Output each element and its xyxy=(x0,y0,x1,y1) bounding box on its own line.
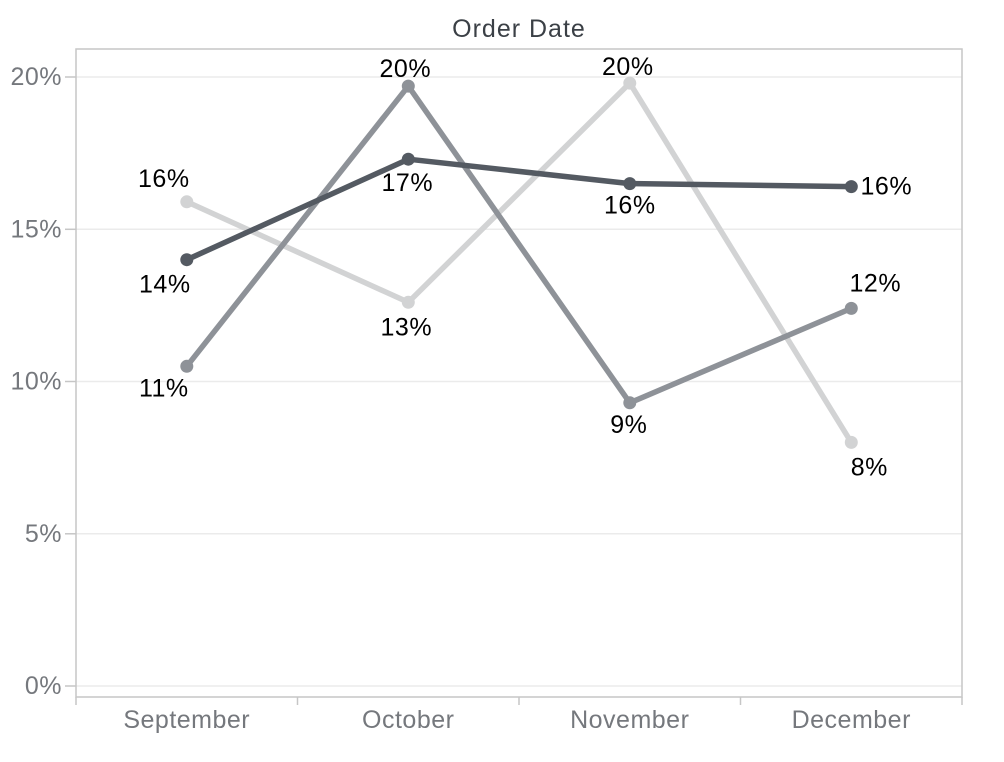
y-axis-tick-label: 20% xyxy=(10,63,62,91)
medium-gray-series-point-october[interactable] xyxy=(401,79,415,93)
dark-gray-series xyxy=(180,152,858,267)
light-gray-series-line[interactable] xyxy=(184,80,855,446)
dark-gray-series-line[interactable] xyxy=(184,156,855,263)
chart-title: Order Date xyxy=(452,15,586,43)
x-axis: September October November December xyxy=(123,706,911,734)
light-gray-series xyxy=(180,76,858,449)
light-gray-series-label-december: 8% xyxy=(851,453,888,481)
axis-ticks xyxy=(65,76,963,705)
medium-gray-series-point-december[interactable] xyxy=(844,301,858,315)
dark-gray-series-label-december: 16% xyxy=(861,173,913,201)
light-gray-series-label-september: 16% xyxy=(138,165,190,193)
medium-gray-series xyxy=(180,79,858,410)
light-gray-series-point-september[interactable] xyxy=(180,195,194,209)
medium-gray-series-label-december: 12% xyxy=(850,269,902,297)
medium-gray-series-point-november[interactable] xyxy=(623,396,637,410)
dark-gray-series-label-november: 16% xyxy=(604,192,656,220)
series-layer: 16% 13% 20% 8% 11% 20% 9% 12% 14% 17% 16% 16% xyxy=(138,53,912,481)
dark-gray-series-point-november[interactable] xyxy=(623,177,637,191)
y-axis-tick-label: 5% xyxy=(25,520,62,548)
y-axis-tick-label: 0% xyxy=(25,672,62,700)
plot-area-border xyxy=(75,48,963,698)
y-axis: 0% 5% 10% 15% 20% xyxy=(10,63,62,700)
x-axis-label-september: September xyxy=(123,706,250,734)
dark-gray-series-point-december[interactable] xyxy=(844,180,858,194)
dark-gray-series-label-october: 17% xyxy=(382,169,434,197)
light-gray-series-label-october: 13% xyxy=(381,313,433,341)
medium-gray-series-label-november: 9% xyxy=(610,411,647,439)
light-gray-series-label-november: 20% xyxy=(602,53,654,81)
light-gray-series-point-november[interactable] xyxy=(623,76,637,90)
light-gray-series-point-october[interactable] xyxy=(401,295,415,309)
y-axis-tick-label: 15% xyxy=(10,215,62,243)
medium-gray-series-point-september[interactable] xyxy=(180,359,194,373)
medium-gray-series-label-september: 11% xyxy=(139,374,189,402)
medium-gray-series-line[interactable] xyxy=(184,83,855,406)
y-axis-tick-label: 10% xyxy=(10,368,62,396)
gridlines xyxy=(76,76,962,687)
x-axis-label-november: November xyxy=(570,706,689,734)
dark-gray-series-label-september: 14% xyxy=(139,271,191,299)
medium-gray-series-label-october: 20% xyxy=(380,55,432,83)
light-gray-series-point-december[interactable] xyxy=(844,435,858,449)
x-axis-label-december: December xyxy=(792,706,911,734)
dark-gray-series-point-october[interactable] xyxy=(401,152,415,166)
dark-gray-series-point-september[interactable] xyxy=(180,253,194,267)
x-axis-label-october: October xyxy=(362,706,454,734)
